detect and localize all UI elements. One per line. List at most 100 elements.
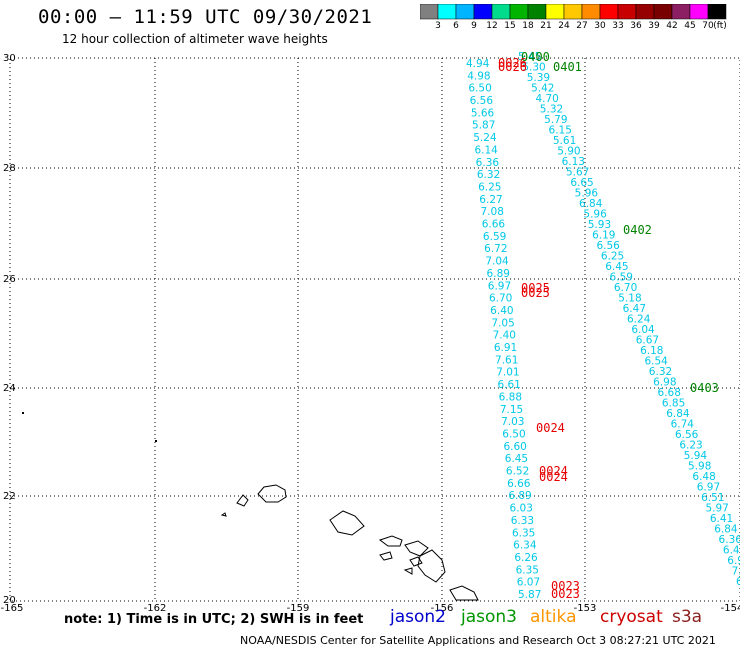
page-title: 00:00 – 11:59 UTC 09/30/2021 bbox=[38, 6, 373, 28]
wave-height-label: 6.9 bbox=[727, 555, 740, 567]
wave-height-label: 4.98 bbox=[467, 70, 490, 82]
wave-height-label: 6.35 bbox=[516, 564, 539, 576]
wave-height-label: 6.52 bbox=[506, 466, 529, 478]
wave-height-label: 6.34 bbox=[513, 540, 537, 552]
jason3-time-label: 0402 bbox=[623, 223, 652, 237]
latitude-tick-label: 22 bbox=[3, 491, 16, 502]
wave-height-label: 6.56 bbox=[596, 240, 620, 252]
cryosat-time-label: 0026 bbox=[498, 56, 527, 70]
wave-height-label: 6.98 bbox=[653, 377, 676, 389]
cryosat-time-label: 0025 bbox=[521, 286, 550, 300]
longitude-tick-label: -159 bbox=[287, 603, 310, 614]
color-scale-label: 70 bbox=[702, 21, 714, 31]
color-scale-label: 30 bbox=[594, 21, 606, 31]
wave-height-label: 6.88 bbox=[499, 391, 522, 403]
color-scale-labels: 3 6 9 12 15 18 21 24 27 30 33 36 39 42 45 70 (ft) bbox=[420, 21, 740, 35]
island-outline bbox=[257, 484, 287, 503]
color-scale-label: 45 bbox=[684, 21, 696, 31]
longitude-tick-label: -162 bbox=[144, 603, 167, 614]
wave-height-label: 6.51 bbox=[701, 492, 724, 504]
legend-jason2: jason2 bbox=[390, 607, 446, 627]
wave-height-label: 6.84 bbox=[666, 408, 690, 420]
wave-height-label: 6.89 bbox=[487, 268, 510, 280]
island-outline bbox=[449, 585, 479, 601]
latitude-tick-label: 24 bbox=[3, 383, 16, 394]
wave-height-label: 6.45 bbox=[605, 261, 628, 273]
wave-height-label: 6.84 bbox=[579, 198, 603, 210]
latitude-tick-label: 20 bbox=[3, 595, 16, 606]
wave-height-label: 7.04 bbox=[485, 256, 509, 268]
wave-height-label: 6.18 bbox=[640, 345, 663, 357]
longitude-tick-label: -165 bbox=[1, 603, 24, 614]
wave-height-label: 7.01 bbox=[496, 367, 519, 379]
wave-height-label: 6.23 bbox=[679, 440, 702, 452]
island-outline bbox=[220, 512, 227, 517]
island-dot bbox=[155, 440, 157, 442]
wave-height-label: 5.42 bbox=[531, 83, 554, 95]
wave-height-label: 6.36 bbox=[476, 157, 500, 169]
wave-height-label: 6.50 bbox=[468, 83, 491, 95]
wave-height-label: 6.66 bbox=[482, 219, 506, 231]
longitude-tick-label: -154 bbox=[721, 603, 740, 614]
color-swatch bbox=[707, 4, 727, 20]
color-scale-label: 39 bbox=[648, 21, 660, 31]
jason3-time-label: 0400 bbox=[521, 50, 550, 64]
wave-height-label: 5.18 bbox=[618, 293, 641, 305]
wave-height-label: 6.03 bbox=[510, 503, 533, 515]
wave-height-label: 6.85 bbox=[662, 398, 685, 410]
island-outline bbox=[236, 494, 249, 507]
wave-height-label: 5.66 bbox=[471, 107, 495, 119]
wave-height-label: 6.25 bbox=[601, 251, 624, 263]
wave-height-label: 6 bbox=[736, 576, 740, 588]
wave-height-label: 6.66 bbox=[507, 478, 531, 490]
wave-height-label: 5.87 bbox=[472, 120, 495, 132]
wave-height-label: 6.54 bbox=[644, 356, 668, 368]
wave-height-label: 6.32 bbox=[649, 366, 672, 378]
longitude-tick-label: -153 bbox=[574, 603, 597, 614]
wave-height-label: 7.15 bbox=[500, 404, 523, 416]
island-outline bbox=[379, 551, 393, 561]
color-scale-label: 15 bbox=[504, 21, 516, 31]
color-scale-label: 6 bbox=[453, 21, 459, 31]
wave-height-label: 6.35 bbox=[512, 527, 535, 539]
wave-height-label: 4.70 bbox=[535, 93, 558, 105]
color-scale-label: 42 bbox=[666, 21, 678, 31]
wave-height-label: 5.93 bbox=[588, 219, 611, 231]
cryosat-time-label: 0024 bbox=[536, 421, 565, 435]
cryosat-time-label: 0024 bbox=[539, 464, 568, 478]
wave-height-label: 6.91 bbox=[494, 342, 517, 354]
cryosat-time-label: 0025 bbox=[521, 281, 550, 295]
wave-height-label: 6.14 bbox=[474, 144, 498, 156]
wave-height-label: 6.59 bbox=[610, 272, 633, 284]
jason3-time-label: 0401 bbox=[553, 60, 582, 74]
island-outline bbox=[417, 549, 446, 583]
color-scale-label: 33 bbox=[612, 21, 624, 31]
wave-height-label: 5.79 bbox=[544, 114, 567, 126]
wave-height-label: 6.61 bbox=[497, 379, 520, 391]
wave-height-label: 6.65 bbox=[570, 177, 593, 189]
island-outline bbox=[378, 535, 403, 547]
wave-height-label: 6.60 bbox=[503, 441, 526, 453]
wave-height-label: 6.41 bbox=[710, 513, 733, 525]
color-scale-label: 36 bbox=[630, 21, 642, 31]
wave-height-label: 7. bbox=[732, 566, 740, 578]
wave-height-label: 6.56 bbox=[470, 95, 494, 107]
wave-height-label: 6.74 bbox=[671, 419, 695, 431]
color-scale-label: 9 bbox=[471, 21, 477, 31]
longitude-tick-label: -156 bbox=[431, 603, 454, 614]
wave-height-label: 6.15 bbox=[549, 125, 572, 137]
island-dot bbox=[22, 412, 24, 414]
wave-height-label: 6.56 bbox=[675, 429, 699, 441]
wave-height-label: 7.61 bbox=[495, 354, 518, 366]
wave-height-label: 6.84 bbox=[714, 524, 738, 536]
wave-height-label: 5.24 bbox=[473, 132, 497, 144]
wave-height-label: 4.94 bbox=[466, 58, 490, 70]
wave-height-label: 7.08 bbox=[481, 206, 504, 218]
wave-height-label: 5.98 bbox=[688, 461, 711, 473]
wave-height-label: 6.27 bbox=[479, 194, 502, 206]
wave-height-label: 5.39 bbox=[527, 72, 550, 84]
wave-height-label: 6.40 bbox=[490, 305, 513, 317]
wave-height-label: 5.96 bbox=[583, 209, 607, 221]
wave-height-label: 5.94 bbox=[684, 450, 708, 462]
